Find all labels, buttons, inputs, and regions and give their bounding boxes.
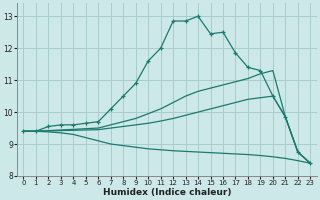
X-axis label: Humidex (Indice chaleur): Humidex (Indice chaleur) <box>103 188 231 197</box>
